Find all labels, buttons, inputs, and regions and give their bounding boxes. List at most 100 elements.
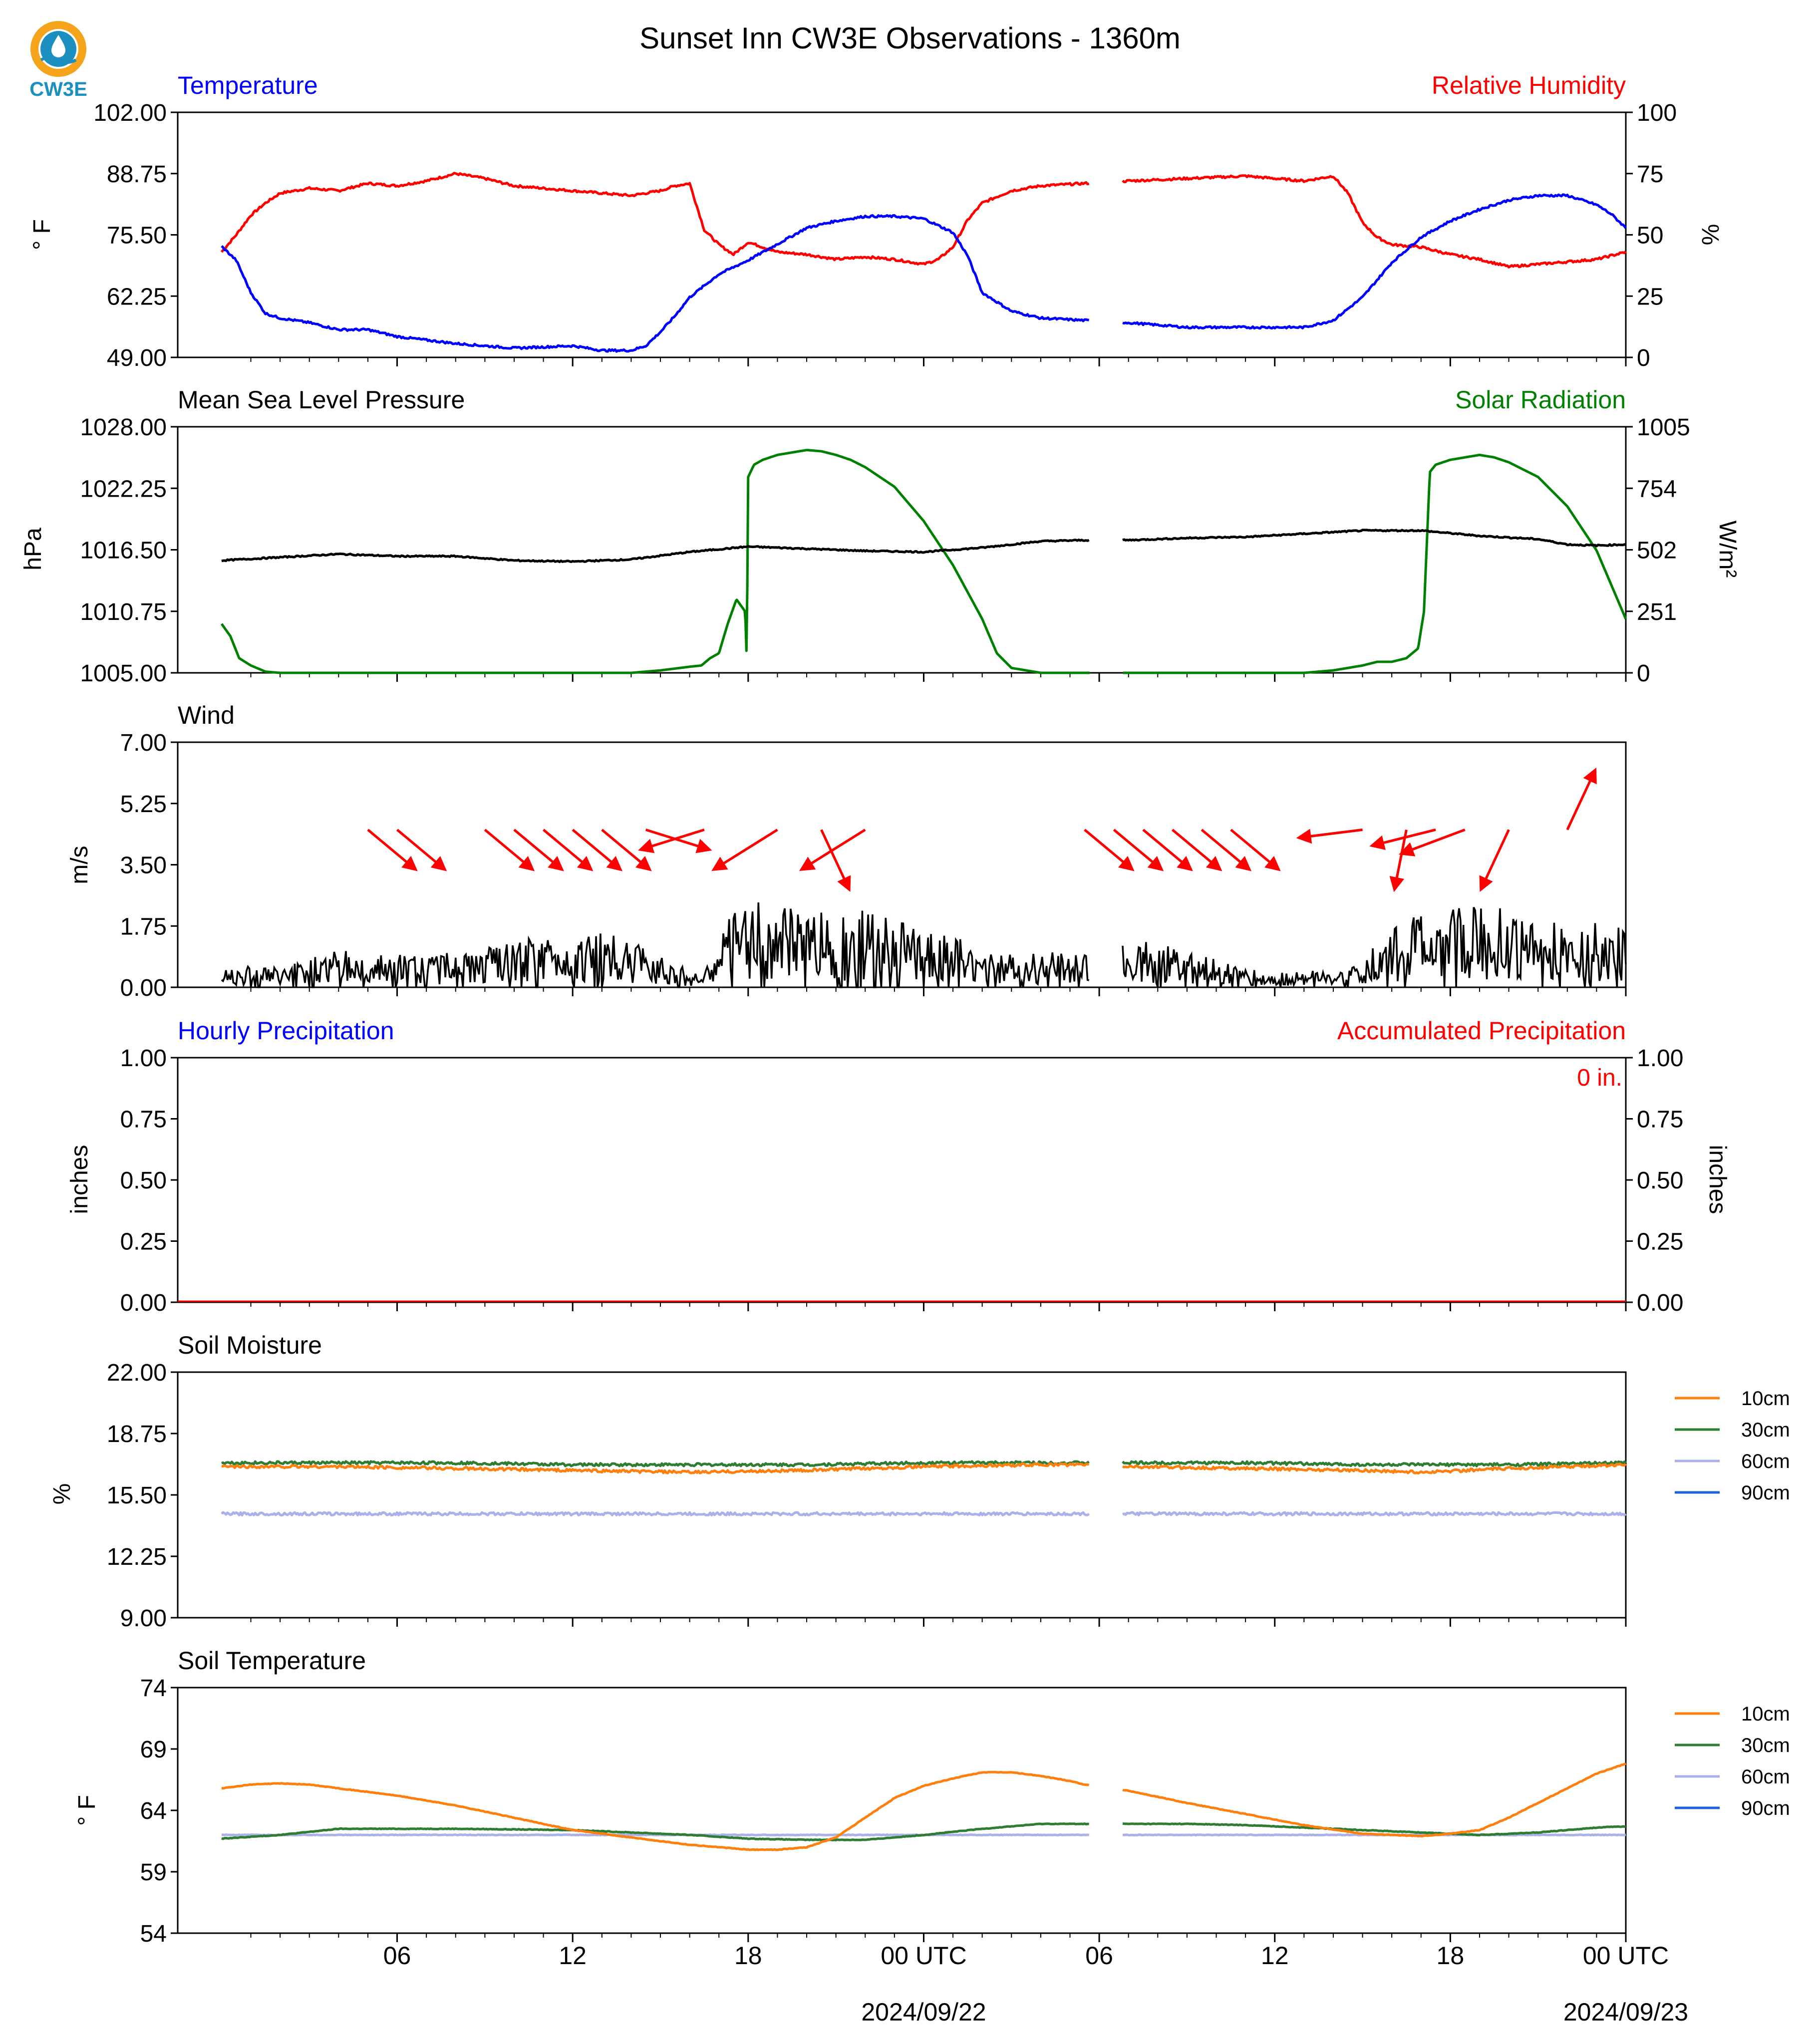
solar-radiation-line bbox=[220, 449, 1627, 674]
wind-arrow bbox=[1566, 767, 1597, 831]
y-tick-label: 75.50 bbox=[107, 223, 167, 249]
temperature-humidity-panel: Temperature Relative Humidity ° F % 102.… bbox=[29, 71, 1723, 371]
legend-label-30cm: 30cm bbox=[1741, 1735, 1790, 1756]
precip-left-y-ticks: 1.00 0.75 0.50 0.25 0.00 bbox=[120, 1045, 167, 1316]
solar-axis-label: W/m² bbox=[1714, 521, 1741, 578]
y-tick-label: 88.75 bbox=[107, 161, 167, 188]
y-tick-label: 0.00 bbox=[1637, 1290, 1683, 1316]
precip-right-axis-label: inches bbox=[1704, 1145, 1731, 1214]
y-tick-label: 1.00 bbox=[1637, 1045, 1683, 1072]
legend-label-90cm: 90cm bbox=[1741, 1482, 1790, 1504]
soil-line-30cm bbox=[221, 1822, 1626, 1842]
soil-moisture-panel: Soil Moisture % 22.00 18.75 15.50 12.25 … bbox=[49, 1331, 1790, 1632]
precipitation-panel: Hourly Precipitation Accumulated Precipi… bbox=[66, 1017, 1731, 1316]
y-tick-label: 1.75 bbox=[120, 913, 167, 940]
cw3e-logo-ring bbox=[30, 21, 86, 77]
humidity-y-ticks: 100 75 50 25 0 bbox=[1637, 100, 1677, 371]
x-tick-label: 00 UTC bbox=[881, 1942, 966, 1970]
y-tick-label: 3.50 bbox=[120, 853, 167, 879]
y-tick-label: 59 bbox=[140, 1859, 167, 1886]
logo-text: CW3E bbox=[29, 78, 87, 100]
soil-temperature-title: Soil Temperature bbox=[178, 1647, 366, 1675]
soil-moisture-title: Soil Moisture bbox=[178, 1331, 322, 1359]
soil-moisture-y-ticks: 22.00 18.75 15.50 12.25 9.00 bbox=[107, 1360, 167, 1632]
legend-label-10cm: 10cm bbox=[1741, 1388, 1790, 1410]
x-date-label: 2024/09/22 bbox=[861, 1998, 986, 2026]
plot-frame bbox=[177, 1371, 1627, 1619]
accum-precip-title: Accumulated Precipitation bbox=[1337, 1017, 1626, 1045]
soil-temperature-axis-label: ° F bbox=[74, 1795, 100, 1826]
y-tick-label: 0 bbox=[1637, 660, 1650, 687]
y-tick-label: 7.00 bbox=[120, 730, 167, 756]
wind-panel: Wind m/s 7.00 5.25 3.50 1.75 0.00 bbox=[66, 701, 1627, 1001]
y-tick-label: 0.50 bbox=[120, 1167, 167, 1194]
x-date-label: 2024/09/23 bbox=[1563, 1998, 1688, 2026]
solar-y-ticks: 1005 754 502 251 0 bbox=[1637, 414, 1690, 687]
y-tick-label: 1005.00 bbox=[80, 660, 167, 687]
x-tick-label: 06 bbox=[1085, 1942, 1113, 1970]
y-tick-label: 1016.50 bbox=[80, 538, 167, 564]
pressure-line bbox=[221, 529, 1626, 564]
water-drop-icon bbox=[51, 35, 65, 57]
y-tick-label: 75 bbox=[1637, 161, 1663, 188]
y-tick-label: 9.00 bbox=[120, 1605, 167, 1632]
legend-label-10cm: 10cm bbox=[1741, 1703, 1790, 1725]
y-tick-label: 49.00 bbox=[107, 345, 167, 371]
wind-arrow bbox=[1398, 829, 1466, 857]
pressure-title: Mean Sea Level Pressure bbox=[178, 386, 465, 414]
temperature-y-ticks: 102.00 88.75 75.50 62.25 49.00 bbox=[93, 100, 167, 371]
humidity-title: Relative Humidity bbox=[1432, 71, 1626, 99]
wind-arrow bbox=[799, 829, 866, 871]
temperature-axis-label: ° F bbox=[29, 219, 55, 250]
y-tick-label: 0.25 bbox=[120, 1229, 167, 1255]
wind-speed-line bbox=[221, 902, 1627, 988]
x-tick-label: 18 bbox=[1437, 1942, 1465, 1970]
y-tick-label: 62.25 bbox=[107, 284, 167, 310]
y-tick-label: 100 bbox=[1637, 100, 1677, 126]
x-axis-tick-labels: 06 12 18 00 UTC 06 12 18 00 UTC 2024/09/… bbox=[383, 1942, 1688, 2026]
page-title: Sunset Inn CW3E Observations - 1360m bbox=[639, 21, 1181, 55]
legend-label-60cm: 60cm bbox=[1741, 1766, 1790, 1788]
wind-arrow bbox=[1201, 829, 1252, 871]
wind-y-ticks: 7.00 5.25 3.50 1.75 0.00 bbox=[120, 730, 167, 1001]
plot-frame bbox=[177, 426, 1627, 674]
wind-arrow bbox=[396, 829, 447, 871]
pressure-axis-label: hPa bbox=[20, 528, 46, 571]
soil-temperature-panel: Soil Temperature ° F 74 69 64 59 54 10cm… bbox=[74, 1647, 1790, 1947]
y-tick-label: 18.75 bbox=[107, 1421, 167, 1448]
legend-label-90cm: 90cm bbox=[1741, 1797, 1790, 1819]
plot-frame bbox=[177, 1687, 1627, 1934]
y-tick-label: 1005 bbox=[1637, 414, 1690, 441]
wind-arrow bbox=[638, 828, 705, 854]
y-tick-label: 50 bbox=[1637, 223, 1663, 249]
soil-line-30cm bbox=[221, 1460, 1627, 1467]
y-tick-label: 0.25 bbox=[1637, 1229, 1683, 1255]
soil-line-60cm bbox=[221, 1511, 1627, 1517]
precip-right-y-ticks: 1.00 0.75 0.50 0.25 0.00 bbox=[1637, 1045, 1683, 1316]
wind-arrow bbox=[1479, 829, 1510, 892]
y-tick-label: 64 bbox=[140, 1798, 167, 1824]
wind-axis-label: m/s bbox=[66, 846, 93, 884]
wind-arrow bbox=[513, 829, 564, 871]
y-tick-label: 754 bbox=[1637, 476, 1677, 502]
y-tick-label: 25 bbox=[1637, 284, 1663, 310]
y-tick-label: 502 bbox=[1637, 538, 1677, 564]
pressure-solar-panel: Mean Sea Level Pressure Solar Radiation … bbox=[20, 386, 1741, 687]
y-tick-label: 12.25 bbox=[107, 1544, 167, 1570]
relative-humidity-line bbox=[220, 172, 1627, 269]
y-tick-label: 102.00 bbox=[93, 100, 167, 126]
soil-moisture-legend: 10cm 30cm 60cm 90cm bbox=[1675, 1388, 1790, 1504]
temperature-line bbox=[221, 193, 1627, 353]
soil-temperature-legend: 10cm 30cm 60cm 90cm bbox=[1675, 1703, 1790, 1819]
wind-arrow bbox=[1113, 829, 1164, 871]
cw3e-logo: CW3E bbox=[29, 21, 87, 100]
soil-temperature-y-ticks: 74 69 64 59 54 bbox=[140, 1675, 167, 1947]
plot-frame bbox=[177, 1057, 1627, 1303]
wind-arrow bbox=[1084, 829, 1135, 871]
wind-arrow bbox=[601, 829, 652, 871]
soil-line-10cm bbox=[221, 1762, 1627, 1851]
y-tick-label: 5.25 bbox=[120, 791, 167, 818]
wind-arrow bbox=[645, 828, 712, 854]
y-tick-label: 1028.00 bbox=[80, 414, 167, 441]
wind-arrow bbox=[820, 829, 851, 892]
